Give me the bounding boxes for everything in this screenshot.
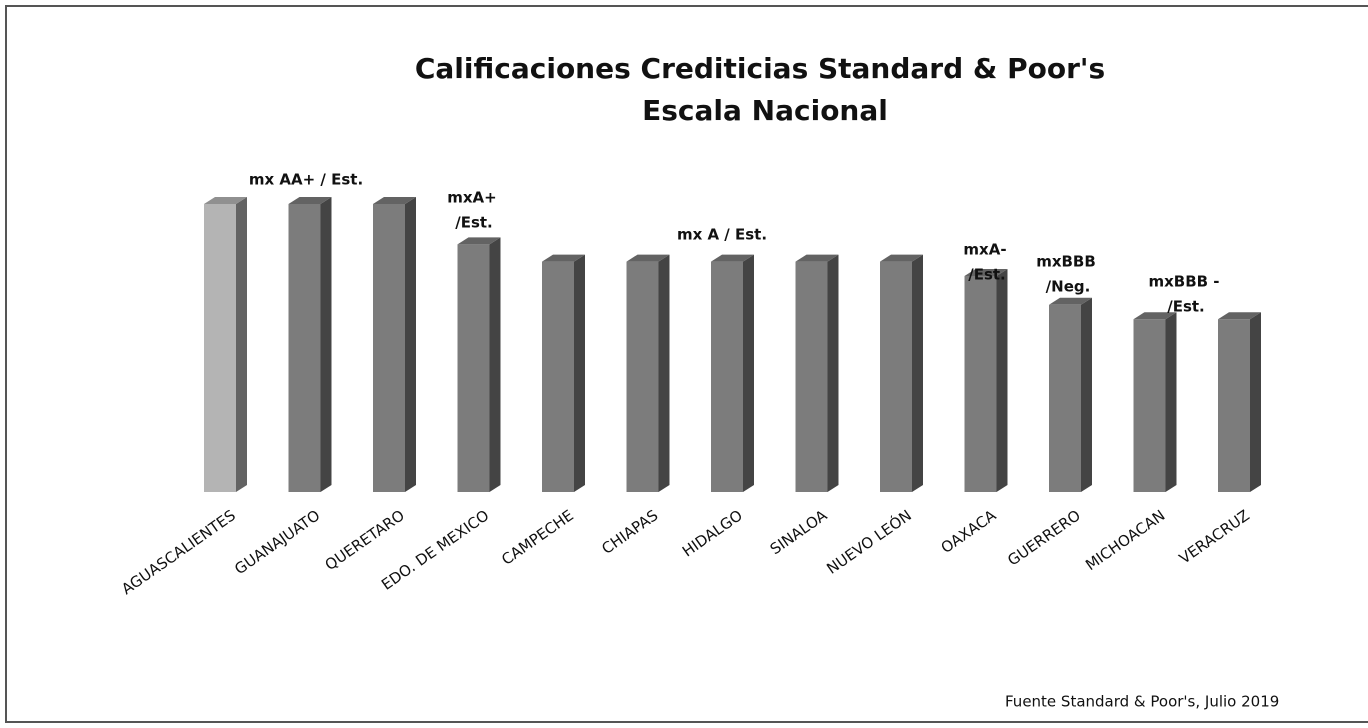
bar — [542, 254, 585, 492]
bar-front — [1218, 319, 1250, 492]
bar-front — [1133, 319, 1166, 492]
bar-front — [795, 261, 828, 492]
bar-front — [964, 276, 997, 492]
annotation: mxA- — [963, 241, 1006, 259]
bar-top — [711, 254, 754, 262]
bar-front — [542, 261, 574, 492]
annotation: mx A / Est. — [677, 226, 767, 244]
bar-top — [795, 254, 839, 262]
bar-top — [880, 254, 923, 262]
bar-side — [405, 197, 416, 492]
bar — [288, 197, 332, 492]
annotation: mxBBB - — [1148, 273, 1219, 291]
bar-side — [912, 254, 923, 492]
bar — [1049, 297, 1092, 492]
bar-top — [204, 197, 247, 204]
bar-side — [1250, 312, 1261, 492]
bar — [1218, 312, 1261, 492]
bar-side — [1165, 312, 1177, 492]
bar-side — [320, 197, 332, 492]
bar — [457, 237, 501, 492]
chart-subtitle: Escala Nacional — [642, 94, 888, 127]
annotation: /Est. — [1167, 298, 1205, 316]
bar-top — [1133, 312, 1177, 320]
chart-title: Calificaciones Crediticias Standard & Po… — [415, 52, 1105, 85]
bar-side — [743, 254, 754, 492]
bar-front — [880, 261, 912, 492]
bar — [204, 197, 247, 492]
bar — [795, 254, 839, 492]
bar-front — [288, 204, 321, 492]
bar-side — [1081, 297, 1092, 492]
bar — [1133, 312, 1177, 492]
bar-front — [1049, 304, 1081, 492]
annotation: mx AA+ / Est. — [249, 171, 363, 189]
bar-top — [626, 254, 670, 262]
bar-top — [457, 237, 501, 245]
annotation: /Neg. — [1046, 278, 1091, 296]
bar-front — [373, 204, 405, 492]
annotation: /Est. — [455, 214, 493, 232]
bar-top — [1218, 312, 1261, 320]
bar-top — [964, 269, 1008, 276]
annotation: mxBBB — [1036, 253, 1096, 271]
bar-front — [457, 244, 490, 492]
bar-front — [204, 204, 236, 492]
bar-top — [373, 197, 416, 204]
annotation: /Est. — [968, 266, 1006, 284]
bar — [626, 254, 670, 492]
annotation: mxA+ — [447, 189, 496, 207]
bar-side — [574, 254, 585, 492]
bar-front — [711, 261, 743, 492]
bar-side — [827, 254, 839, 492]
bar — [880, 254, 923, 492]
bar-top — [542, 254, 585, 262]
bar-top — [1049, 297, 1092, 305]
bar-top — [288, 197, 332, 204]
bar-side — [236, 197, 247, 492]
bar-side — [658, 254, 670, 492]
bar-side — [996, 269, 1008, 492]
bar-side — [489, 237, 501, 492]
bar — [373, 197, 416, 492]
bar — [964, 269, 1008, 492]
source-note: Fuente Standard & Poor's, Julio 2019 — [1005, 693, 1279, 711]
bar-front — [626, 261, 659, 492]
bar — [711, 254, 754, 492]
